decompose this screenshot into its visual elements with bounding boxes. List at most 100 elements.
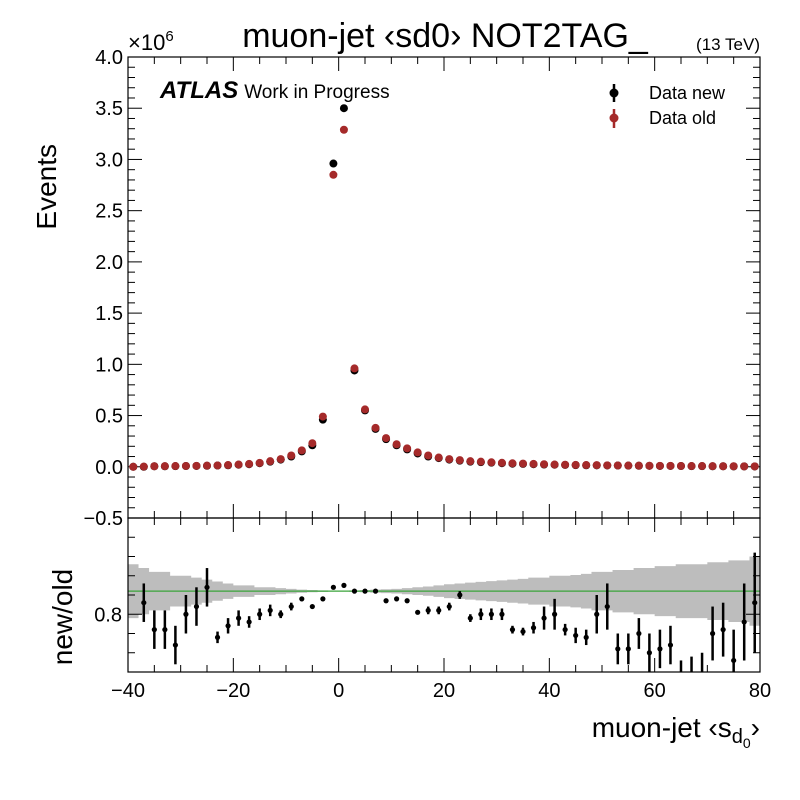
- ratio-axis-ticks: 0.8 −40 −20 0 20 40 60 80: [94, 517, 771, 702]
- energy-label: (13 TeV): [696, 35, 760, 54]
- data-point-old: [666, 461, 675, 470]
- ratio-point: [646, 650, 653, 656]
- data-point-old: [603, 461, 612, 470]
- x-tick-label: 0: [333, 680, 344, 702]
- data-point-old: [287, 451, 296, 460]
- ratio-point: [172, 642, 178, 648]
- x-tick-label: 40: [538, 680, 560, 702]
- legend-label-data-old: Data old: [649, 108, 716, 128]
- y-tick-label-main: 1.5: [95, 303, 123, 325]
- ratio-point: [330, 584, 336, 590]
- data-point-new: [339, 104, 348, 113]
- ratio-point: [415, 609, 421, 615]
- data-point-old: [160, 462, 169, 471]
- data-point-old: [361, 405, 369, 414]
- data-point-old: [266, 457, 275, 466]
- data-point-old: [519, 459, 527, 468]
- data-point-old: [571, 460, 580, 469]
- data-point-old: [339, 125, 348, 134]
- data-point-old: [740, 462, 749, 471]
- ratio-point: [372, 588, 379, 594]
- data-point-old: [297, 446, 306, 455]
- y-scale-label: ×106: [128, 28, 174, 55]
- ratio-point: [299, 596, 305, 602]
- y-axis-label-main: Events: [31, 144, 62, 230]
- ratio-point: [710, 630, 716, 637]
- ratio-point: [573, 632, 579, 639]
- data-point-old: [129, 462, 138, 471]
- data-point-old: [624, 461, 633, 470]
- ratio-y-tick-label: 0.8: [94, 604, 122, 626]
- y-axis-label-ratio: new/old: [47, 569, 78, 666]
- ratio-point: [752, 600, 758, 606]
- legend-marker-data-new: [609, 88, 619, 98]
- data-point-old: [497, 458, 506, 467]
- ratio-point: [383, 598, 389, 604]
- data-point-old: [687, 462, 696, 471]
- ratio-point: [488, 611, 494, 617]
- data-point-old: [677, 461, 685, 470]
- ratio-point: [257, 611, 263, 617]
- ratio-point: [425, 607, 431, 614]
- ratio-point: [741, 619, 747, 625]
- legend-marker-data-old: [609, 113, 619, 123]
- ratio-point: [604, 603, 610, 610]
- data-point-old: [213, 461, 222, 470]
- ratio-point: [594, 611, 600, 617]
- y-tick-label-main: 1.0: [95, 354, 123, 376]
- ratio-point: [478, 611, 484, 617]
- data-point-old: [245, 459, 254, 468]
- data-point-old: [139, 462, 148, 471]
- data-point-old: [487, 458, 496, 467]
- ratio-point: [625, 646, 631, 652]
- data-point-old: [750, 462, 759, 471]
- data-point-old: [424, 451, 433, 460]
- y-tick-label-main: −0.5: [84, 508, 123, 530]
- data-point-old: [255, 458, 264, 467]
- legend-label-data-new: Data new: [649, 83, 726, 103]
- data-point-old: [276, 455, 285, 464]
- data-point-old: [224, 461, 233, 470]
- ratio-point: [541, 615, 547, 621]
- ratio-point: [636, 630, 642, 637]
- ratio-data-points: [141, 552, 758, 672]
- ratio-point: [225, 623, 231, 629]
- main-data-points: [129, 104, 759, 471]
- ratio-point: [151, 627, 157, 633]
- ratio-point: [499, 611, 505, 617]
- data-point-old: [592, 461, 601, 470]
- ratio-point: [193, 603, 200, 610]
- ratio-point: [583, 634, 589, 640]
- data-point-old: [466, 457, 475, 466]
- data-point-old: [550, 460, 559, 469]
- data-point-new: [329, 159, 338, 168]
- data-point-old: [613, 461, 622, 470]
- ratio-plot-frame: [127, 517, 761, 673]
- ratio-point: [309, 603, 315, 610]
- ratio-point: [720, 627, 726, 633]
- ratio-point: [278, 611, 284, 617]
- data-point-old: [582, 461, 591, 470]
- data-point-old: [729, 462, 738, 471]
- data-point-old: [645, 461, 654, 470]
- ratio-point: [520, 628, 526, 635]
- data-point-old: [540, 460, 549, 469]
- y-tick-label-main: 0.5: [95, 406, 123, 428]
- data-point-old: [392, 440, 401, 449]
- ratio-point: [530, 625, 537, 631]
- data-point-old: [445, 455, 454, 464]
- ratio-point: [457, 592, 463, 598]
- ratio-point: [467, 615, 473, 621]
- ratio-point: [552, 611, 558, 617]
- data-point-old: [508, 459, 517, 468]
- ratio-point: [362, 588, 368, 594]
- ratio-point: [446, 603, 452, 610]
- ratio-point: [204, 584, 210, 590]
- data-point-old: [634, 461, 643, 470]
- ratio-point: [320, 596, 326, 602]
- data-point-old: [171, 462, 180, 471]
- data-point-old: [329, 170, 338, 179]
- ratio-point: [562, 627, 568, 633]
- x-tick-label: 60: [644, 680, 666, 702]
